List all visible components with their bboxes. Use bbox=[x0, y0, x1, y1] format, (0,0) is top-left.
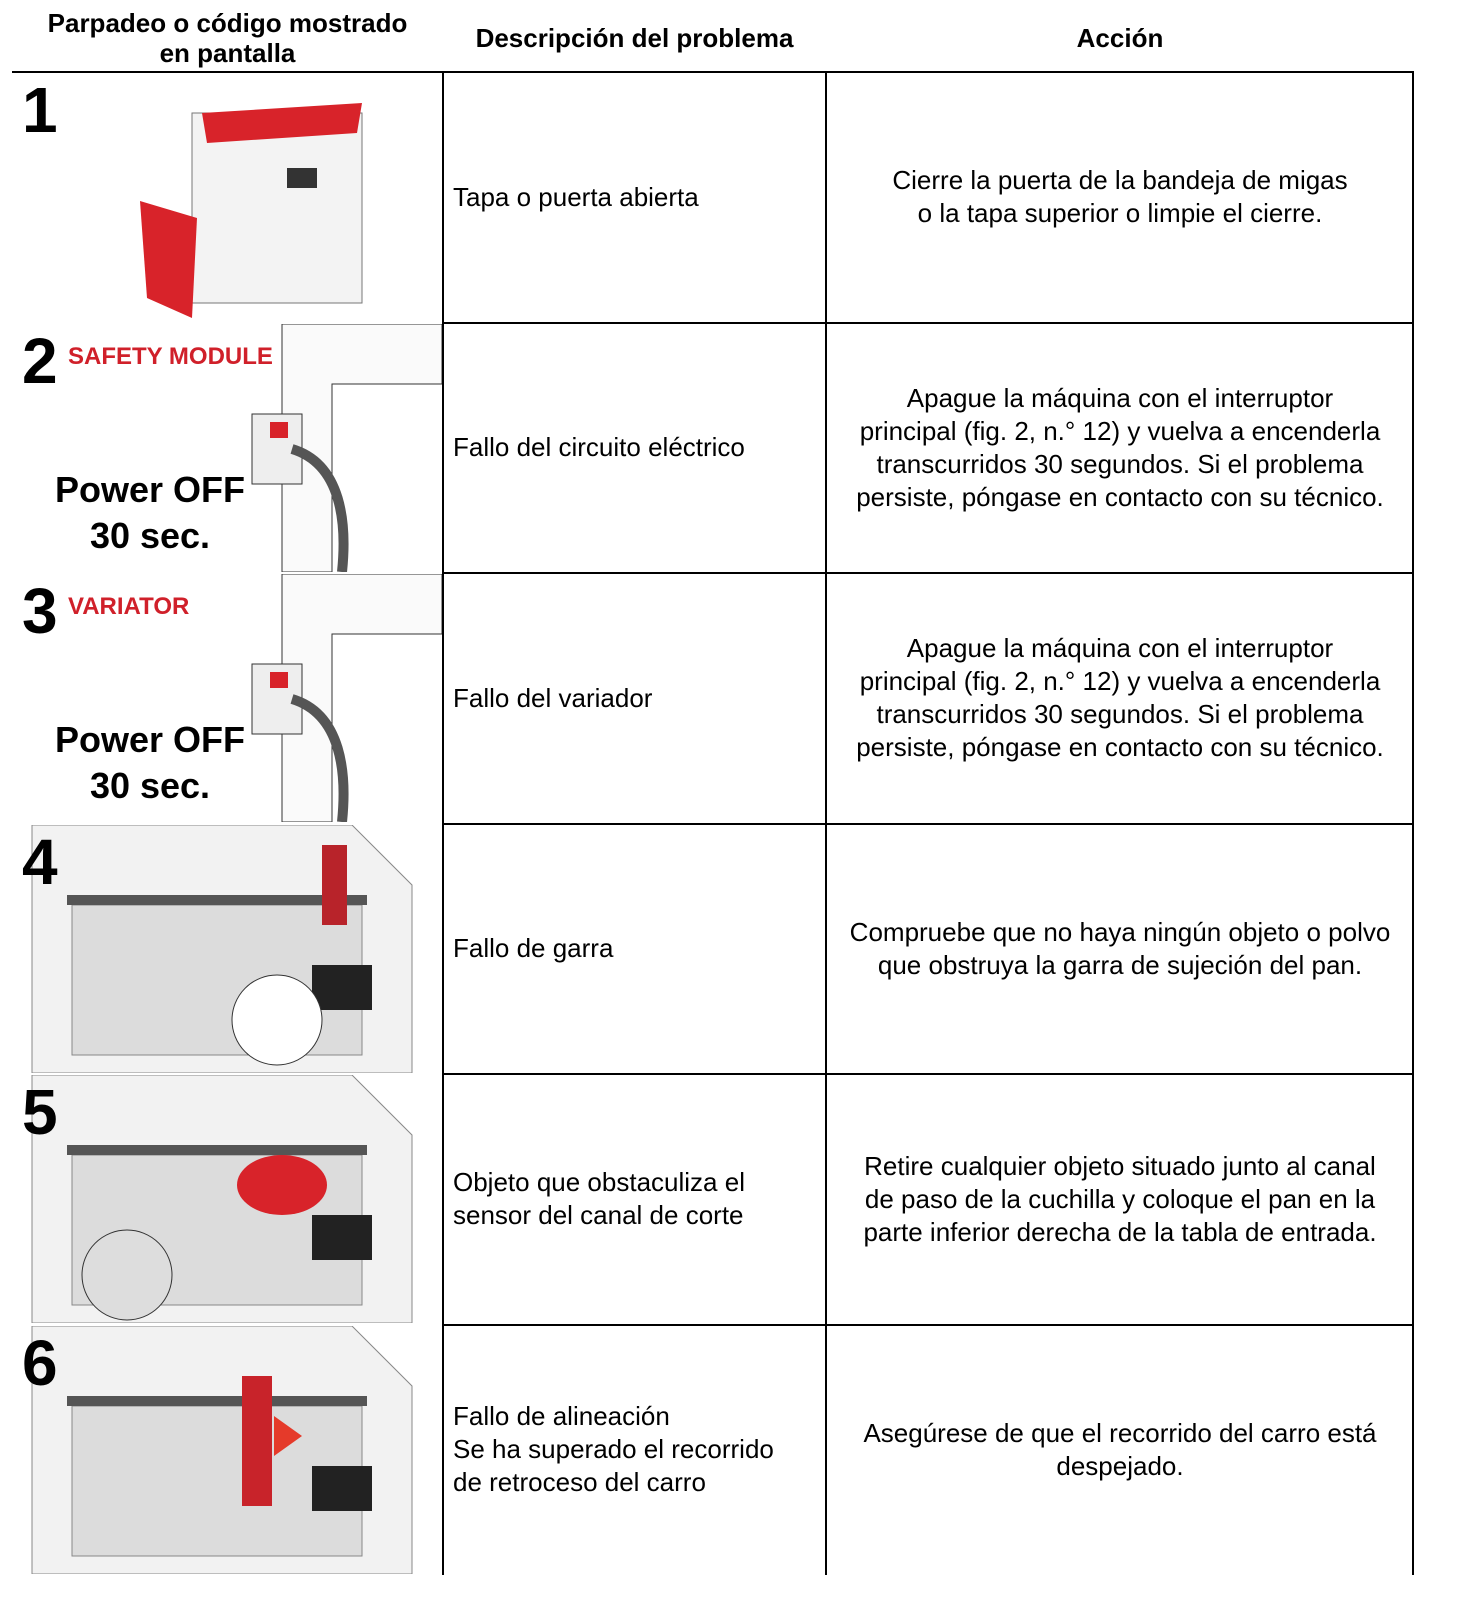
rule bbox=[443, 572, 1414, 574]
rule bbox=[443, 1073, 1414, 1075]
illustration bbox=[251, 323, 442, 572]
illustration bbox=[31, 1075, 413, 1323]
error-code: 5 bbox=[22, 1076, 58, 1148]
action-line: Compruebe que no haya ningún objeto o po… bbox=[849, 916, 1391, 947]
action: Retire cualquier objeto situado junto al… bbox=[826, 1074, 1414, 1325]
rule bbox=[1412, 72, 1414, 1575]
module-label: VARIATOR bbox=[68, 593, 190, 620]
description: Fallo del circuito eléctrico bbox=[443, 323, 826, 574]
action: Asegúrese de que el recorrido del carro … bbox=[826, 1325, 1414, 1576]
description-line: Fallo del variador bbox=[453, 682, 653, 713]
illustration bbox=[31, 824, 413, 1073]
action-line: transcurridos 30 segundos. Si el problem… bbox=[876, 448, 1364, 479]
action: Compruebe que no haya ningún objeto o po… bbox=[826, 824, 1414, 1075]
power-label: Power OFF bbox=[54, 719, 246, 760]
action-line: persiste, póngase en contacto con su téc… bbox=[856, 732, 1384, 763]
power-label: 30 sec. bbox=[89, 765, 211, 806]
header-cell: Descripción del problema bbox=[443, 6, 826, 70]
error-code: 3 bbox=[22, 575, 58, 647]
description-line: Objeto que obstaculiza el bbox=[453, 1167, 745, 1198]
action-line: de paso de la cuchilla y coloque el pan … bbox=[864, 1183, 1376, 1214]
action-line: parte inferior derecha de la tabla de en… bbox=[863, 1216, 1377, 1247]
rule bbox=[442, 72, 444, 1575]
description: Tapa o puerta abierta bbox=[443, 72, 826, 323]
action: Apague la máquina con el interruptor prin… bbox=[826, 323, 1414, 574]
action-line: despejado. bbox=[1056, 1450, 1184, 1481]
header-cell: Acción bbox=[826, 6, 1414, 70]
rule bbox=[825, 72, 827, 1575]
description-line: de retroceso del carro bbox=[453, 1467, 706, 1498]
header-text: en pantalla bbox=[159, 38, 296, 68]
header-text: Descripción del problema bbox=[475, 23, 794, 53]
error-code: 4 bbox=[22, 825, 58, 898]
rule bbox=[443, 1323, 1414, 1326]
description-line: Fallo del circuito eléctrico bbox=[453, 432, 745, 463]
rule bbox=[443, 822, 1414, 825]
action-line: Apague la máquina con el interruptor bbox=[906, 382, 1334, 413]
error-code: 6 bbox=[22, 1326, 58, 1399]
error-code: 1 bbox=[22, 74, 58, 146]
description: Objeto que obstaculiza el sensor del cana… bbox=[443, 1074, 826, 1325]
action-line: o la tapa superior o limpie el cierre. bbox=[917, 198, 1323, 229]
header-cell: Parpadeo o código mostrado en pantalla bbox=[12, 6, 443, 70]
description-line: Fallo de alineación bbox=[453, 1401, 670, 1432]
action-line: transcurridos 30 segundos. Si el problem… bbox=[876, 699, 1364, 730]
description-line: sensor del canal de corte bbox=[453, 1200, 744, 1231]
description-line: Se ha superado el recorrido bbox=[453, 1434, 774, 1465]
action-line: persiste, póngase en contacto con su téc… bbox=[856, 481, 1384, 512]
description: Fallo del variador bbox=[443, 573, 826, 824]
power-label: 30 sec. bbox=[89, 514, 211, 556]
description-line: Tapa o puerta abierta bbox=[453, 181, 699, 212]
description: Fallo de garra bbox=[443, 824, 826, 1075]
rule bbox=[12, 71, 1414, 73]
action-line: principal (fig. 2, n.° 12) y vuelva a en… bbox=[859, 415, 1381, 446]
description: Fallo de alineación Se ha superado el rec… bbox=[443, 1325, 826, 1576]
illustration bbox=[140, 103, 363, 318]
illustration bbox=[251, 574, 442, 822]
error-code: 2 bbox=[22, 324, 58, 397]
action-line: que obstruya la garra de sujeción del pa… bbox=[877, 949, 1363, 980]
action-line: Cierre la puerta de la bandeja de migas bbox=[892, 165, 1348, 196]
action: Apague la máquina con el interruptor prin… bbox=[826, 573, 1414, 824]
module-label: SAFETY MODULE bbox=[68, 342, 273, 370]
header-text: Acción bbox=[1076, 23, 1164, 53]
rule bbox=[443, 321, 1414, 324]
illustration bbox=[31, 1325, 413, 1574]
action-line: Retire cualquier objeto situado junto al… bbox=[864, 1150, 1376, 1181]
action-line: principal (fig. 2, n.° 12) y vuelva a en… bbox=[859, 666, 1381, 697]
description-line: Fallo de garra bbox=[453, 933, 614, 964]
action: Cierre la puerta de la bandeja de migas o… bbox=[826, 72, 1414, 323]
action-line: Apague la máquina con el interruptor bbox=[906, 633, 1334, 664]
header-text: Parpadeo o código mostrado bbox=[47, 8, 408, 38]
action-line: Asegúrese de que el recorrido del carro … bbox=[863, 1417, 1377, 1448]
power-label: Power OFF bbox=[54, 468, 246, 510]
